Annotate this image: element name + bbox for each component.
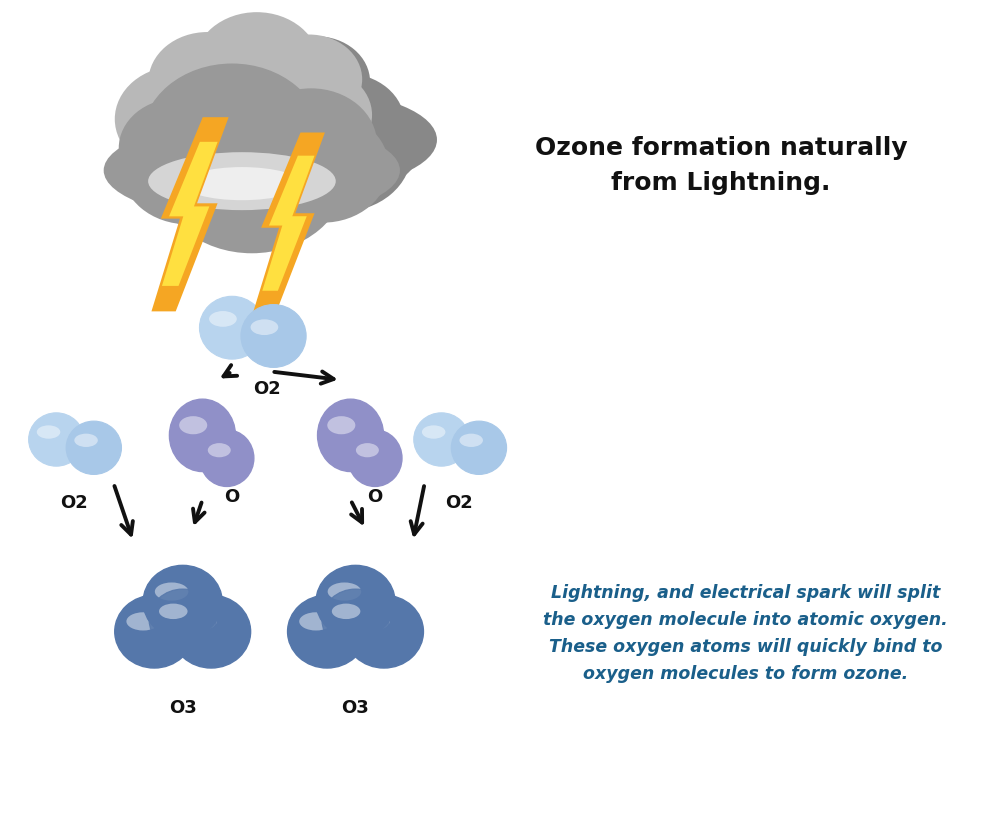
Ellipse shape [179, 417, 207, 435]
Ellipse shape [37, 426, 60, 439]
Ellipse shape [126, 613, 160, 631]
Text: O: O [368, 487, 383, 505]
Ellipse shape [115, 595, 194, 668]
Ellipse shape [149, 590, 216, 651]
Circle shape [264, 39, 368, 127]
Circle shape [321, 103, 420, 186]
Text: O2: O2 [60, 494, 88, 512]
Ellipse shape [208, 443, 231, 457]
Ellipse shape [299, 613, 333, 631]
Circle shape [272, 95, 410, 211]
Text: O2: O2 [445, 494, 473, 512]
Ellipse shape [356, 613, 390, 631]
Ellipse shape [348, 430, 402, 487]
Circle shape [123, 116, 252, 223]
Ellipse shape [332, 604, 360, 619]
Polygon shape [262, 156, 315, 291]
Ellipse shape [327, 417, 355, 435]
Text: Ozone formation naturally
from Lightning.: Ozone formation naturally from Lightning… [535, 136, 907, 194]
Circle shape [196, 15, 318, 117]
Ellipse shape [172, 595, 251, 668]
Circle shape [232, 103, 351, 203]
Circle shape [117, 69, 239, 171]
Circle shape [158, 95, 346, 252]
Ellipse shape [356, 443, 379, 457]
Ellipse shape [148, 153, 336, 211]
Circle shape [143, 66, 321, 215]
Ellipse shape [169, 399, 235, 472]
Text: O2: O2 [253, 380, 280, 398]
Ellipse shape [344, 595, 423, 668]
Circle shape [258, 37, 360, 123]
Ellipse shape [74, 434, 98, 447]
Ellipse shape [205, 93, 437, 189]
Ellipse shape [422, 426, 445, 439]
Ellipse shape [209, 312, 237, 327]
Ellipse shape [251, 320, 278, 336]
Ellipse shape [318, 399, 384, 472]
Polygon shape [254, 135, 323, 314]
Ellipse shape [29, 414, 84, 466]
Text: O3: O3 [342, 698, 369, 716]
Circle shape [229, 51, 363, 164]
Text: O: O [224, 487, 240, 505]
Ellipse shape [183, 613, 217, 631]
Ellipse shape [414, 414, 469, 466]
Circle shape [262, 70, 370, 161]
Ellipse shape [159, 604, 188, 619]
Ellipse shape [200, 430, 254, 487]
Text: Lightning, and electrical spark will split
the oxygen molecule into atomic oxyge: Lightning, and electrical spark will spl… [543, 583, 948, 682]
Ellipse shape [104, 122, 400, 221]
Circle shape [288, 76, 403, 172]
Ellipse shape [66, 422, 121, 475]
Circle shape [150, 35, 265, 131]
Ellipse shape [328, 583, 361, 601]
Circle shape [247, 91, 375, 198]
Ellipse shape [316, 566, 395, 638]
Ellipse shape [183, 168, 301, 201]
Ellipse shape [459, 434, 483, 447]
Circle shape [259, 114, 387, 222]
Polygon shape [153, 119, 227, 311]
Circle shape [202, 41, 311, 132]
Ellipse shape [241, 305, 306, 368]
Ellipse shape [288, 595, 367, 668]
Ellipse shape [451, 422, 507, 475]
Text: O3: O3 [169, 698, 197, 716]
Ellipse shape [143, 566, 222, 638]
Circle shape [120, 101, 235, 197]
Polygon shape [162, 142, 218, 286]
Ellipse shape [199, 297, 265, 360]
Ellipse shape [322, 590, 389, 651]
Ellipse shape [155, 583, 188, 601]
